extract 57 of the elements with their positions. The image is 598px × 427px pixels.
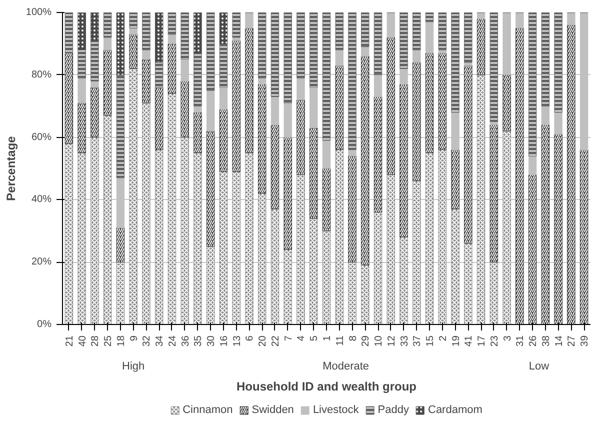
x-tick-label: 14 <box>554 335 565 347</box>
y-tick-label: 60% <box>31 132 52 143</box>
x-tick-label: 9 <box>128 335 140 342</box>
x-tick-label: 36 <box>180 335 192 347</box>
x-tick-label: 4 <box>296 335 308 342</box>
x-tick-label: 6 <box>244 335 256 342</box>
x-tick-label: 34 <box>154 335 166 347</box>
x-tick-label: 5 <box>309 335 320 342</box>
x-tick-label: 35 <box>193 335 204 347</box>
x-tick-label: 28 <box>90 335 102 347</box>
legend-label: Livestock <box>312 404 359 416</box>
x-tick-label: 13 <box>232 335 243 347</box>
x-tick-label: 7 <box>283 335 294 342</box>
y-tick-label: 40% <box>31 194 52 206</box>
text: High <box>122 360 145 372</box>
x-tick-label: 2 <box>438 335 449 342</box>
x-tick-label: 37 <box>412 335 424 347</box>
y-tick-label: 100% <box>26 7 52 18</box>
text: Low <box>528 360 550 372</box>
x-tick-label: 11 <box>334 335 346 346</box>
x-tick-label: 39 <box>580 335 591 347</box>
x-tick-label: 18 <box>116 335 127 347</box>
x-tick-label: 21 <box>64 335 76 347</box>
x-tick-label: 10 <box>374 335 385 347</box>
x-tick-label: 41 <box>464 335 475 347</box>
x-tick-label: 12 <box>386 335 398 347</box>
y-tick-label: 80% <box>31 69 52 80</box>
x-tick-label: 23 <box>489 335 500 347</box>
x-axis-title: Household ID and wealth group <box>236 380 416 394</box>
y-axis-title: Percentage <box>4 136 18 201</box>
text: Moderate <box>322 360 370 372</box>
x-tick-label: 30 <box>206 335 218 347</box>
x-tick-label: 32 <box>142 335 153 347</box>
y-tick-label: 20% <box>31 256 52 268</box>
x-tick-label: 31 <box>515 335 526 347</box>
x-tick-label: 27 <box>566 335 578 347</box>
x-tick-label: 29 <box>360 335 372 347</box>
x-tick-label: 3 <box>502 335 514 342</box>
x-tick-label: 24 <box>167 335 178 347</box>
x-tick-label: 15 <box>425 335 436 347</box>
x-tick-label: 22 <box>270 335 282 347</box>
x-tick-label: 33 <box>399 335 410 347</box>
x-tick-label: 17 <box>476 335 488 347</box>
x-tick-label: 38 <box>540 335 552 347</box>
y-tick-label: 0% <box>37 319 52 330</box>
x-tick-label: 20 <box>258 335 269 347</box>
x-tick-label: 8 <box>348 335 359 342</box>
x-tick-label: 16 <box>218 335 230 347</box>
x-tick-label: 19 <box>450 335 462 347</box>
legend-label: Cinnamon <box>182 404 233 416</box>
legend-label: Swidden <box>252 404 294 416</box>
legend-label: Paddy <box>378 404 409 416</box>
x-tick-label: 1 <box>322 335 333 342</box>
legend-label: Cardamom <box>428 404 482 416</box>
x-tick-label: 26 <box>528 335 540 347</box>
x-tick-label: 40 <box>77 335 88 347</box>
x-tick-label: 25 <box>103 335 114 347</box>
